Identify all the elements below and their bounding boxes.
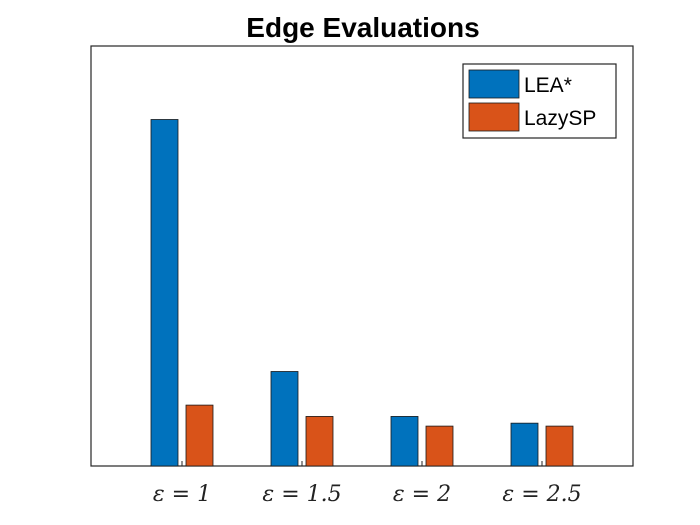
bar-lazysp-3	[425, 425, 454, 467]
bar-lazysp-2	[305, 416, 334, 467]
bar-lazysp-4	[545, 425, 574, 467]
x-tick-label: ε = 2.5	[502, 482, 581, 507]
x-tick-label: ε = 2	[393, 482, 451, 507]
x-tick-label: ε = 1.5	[262, 482, 341, 507]
x-tick-label: ε = 1	[153, 482, 211, 507]
bar-lea-2	[270, 371, 299, 467]
legend-label-lazysp: LazySP	[524, 107, 596, 130]
legend-swatch-lazysp	[468, 102, 520, 132]
bar-lea-1	[150, 119, 179, 467]
bars-group	[150, 119, 574, 467]
chart-title: Edge Evaluations	[246, 12, 479, 43]
x-ticks-group: ε = 1 ε = 1.5 ε = 2 ε = 2.5	[153, 461, 582, 507]
bar-lazysp-1	[185, 404, 214, 467]
bar-lea-3	[390, 416, 419, 467]
legend: LEA* LazySP	[462, 63, 617, 139]
bar-lea-4	[510, 422, 539, 467]
legend-label-lea: LEA*	[524, 74, 572, 97]
legend-swatch-lea	[468, 69, 520, 99]
